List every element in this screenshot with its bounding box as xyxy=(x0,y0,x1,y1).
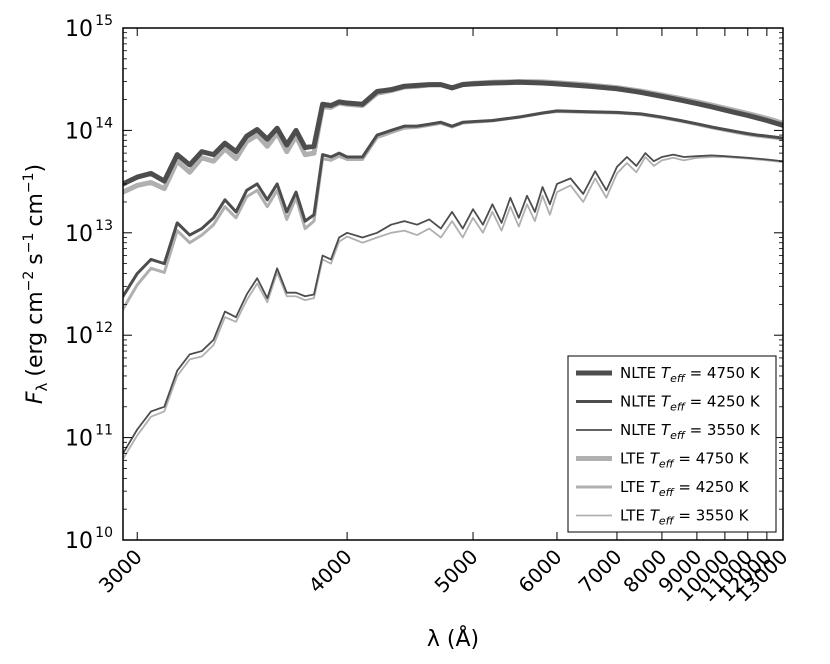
legend-entry-label: LTE Teff = 3550 K xyxy=(620,507,750,528)
y-axis-label-exp-a: −2 xyxy=(21,271,37,292)
x-tick-label: 4000 xyxy=(304,545,357,598)
y-axis-label-units-tail: s xyxy=(23,253,48,264)
series-layer xyxy=(123,79,783,460)
series-line-1 xyxy=(123,109,783,298)
plot-frame xyxy=(122,27,784,541)
legend-entry-label: NLTE Teff = 4250 K xyxy=(620,393,761,414)
x-tick-label: 7000 xyxy=(574,545,627,598)
y-tick-label: 10 xyxy=(65,427,93,452)
y-axis-label-exp-b: −1 xyxy=(21,233,37,254)
svg-text:Fλ(erg cm−2s−1cm−1): Fλ(erg cm−2s−1cm−1) xyxy=(21,164,51,404)
y-tick-label: 10 xyxy=(65,529,93,554)
legend-entry-label: NLTE Teff = 3550 K xyxy=(620,421,761,442)
y-axis-label: Fλ(erg cm−2s−1cm−1) xyxy=(21,164,51,404)
y-axis-label-units-end: cm xyxy=(23,193,48,227)
y-tick-label-exponent: 12 xyxy=(95,320,113,336)
y-axis-label-close: ) xyxy=(23,164,48,173)
y-tick-label-exponent: 10 xyxy=(95,525,113,541)
y-axis-label-sub: λ xyxy=(33,383,51,392)
x-tick-label: 6000 xyxy=(514,545,567,598)
series-line-0 xyxy=(123,79,783,187)
series-line-2 xyxy=(123,152,783,455)
legend-entry-label: LTE Teff = 4750 K xyxy=(620,450,750,471)
x-tick-label: 5000 xyxy=(430,545,483,598)
series-line-5 xyxy=(123,156,783,460)
y-axis-label-exp-c: −1 xyxy=(21,172,37,193)
y-tick-label-exponent: 11 xyxy=(95,423,113,439)
legend: NLTE Teff = 4750 K NLTE Teff = 4250 K NLTE… xyxy=(567,355,777,533)
y-tick-label: 10 xyxy=(65,119,93,144)
y-axis-label-units: (erg cm xyxy=(23,291,48,376)
y-tick-label: 10 xyxy=(65,222,93,247)
legend-entry-label: NLTE Teff = 4750 K xyxy=(620,364,761,385)
y-tick-label: 10 xyxy=(65,17,93,42)
y-tick-label: 10 xyxy=(65,324,93,349)
y-tick-label-exponent: 13 xyxy=(95,218,113,234)
x-tick-label: 3000 xyxy=(94,545,147,598)
y-tick-label-exponent: 14 xyxy=(95,115,113,131)
legend-entry-label: LTE Teff = 4250 K xyxy=(620,478,750,499)
legend-box xyxy=(567,355,777,533)
y-tick-label-exponent: 15 xyxy=(95,13,113,29)
x-axis-label: λ (Å) xyxy=(427,625,479,652)
y-axis-label-main: F xyxy=(23,391,48,404)
